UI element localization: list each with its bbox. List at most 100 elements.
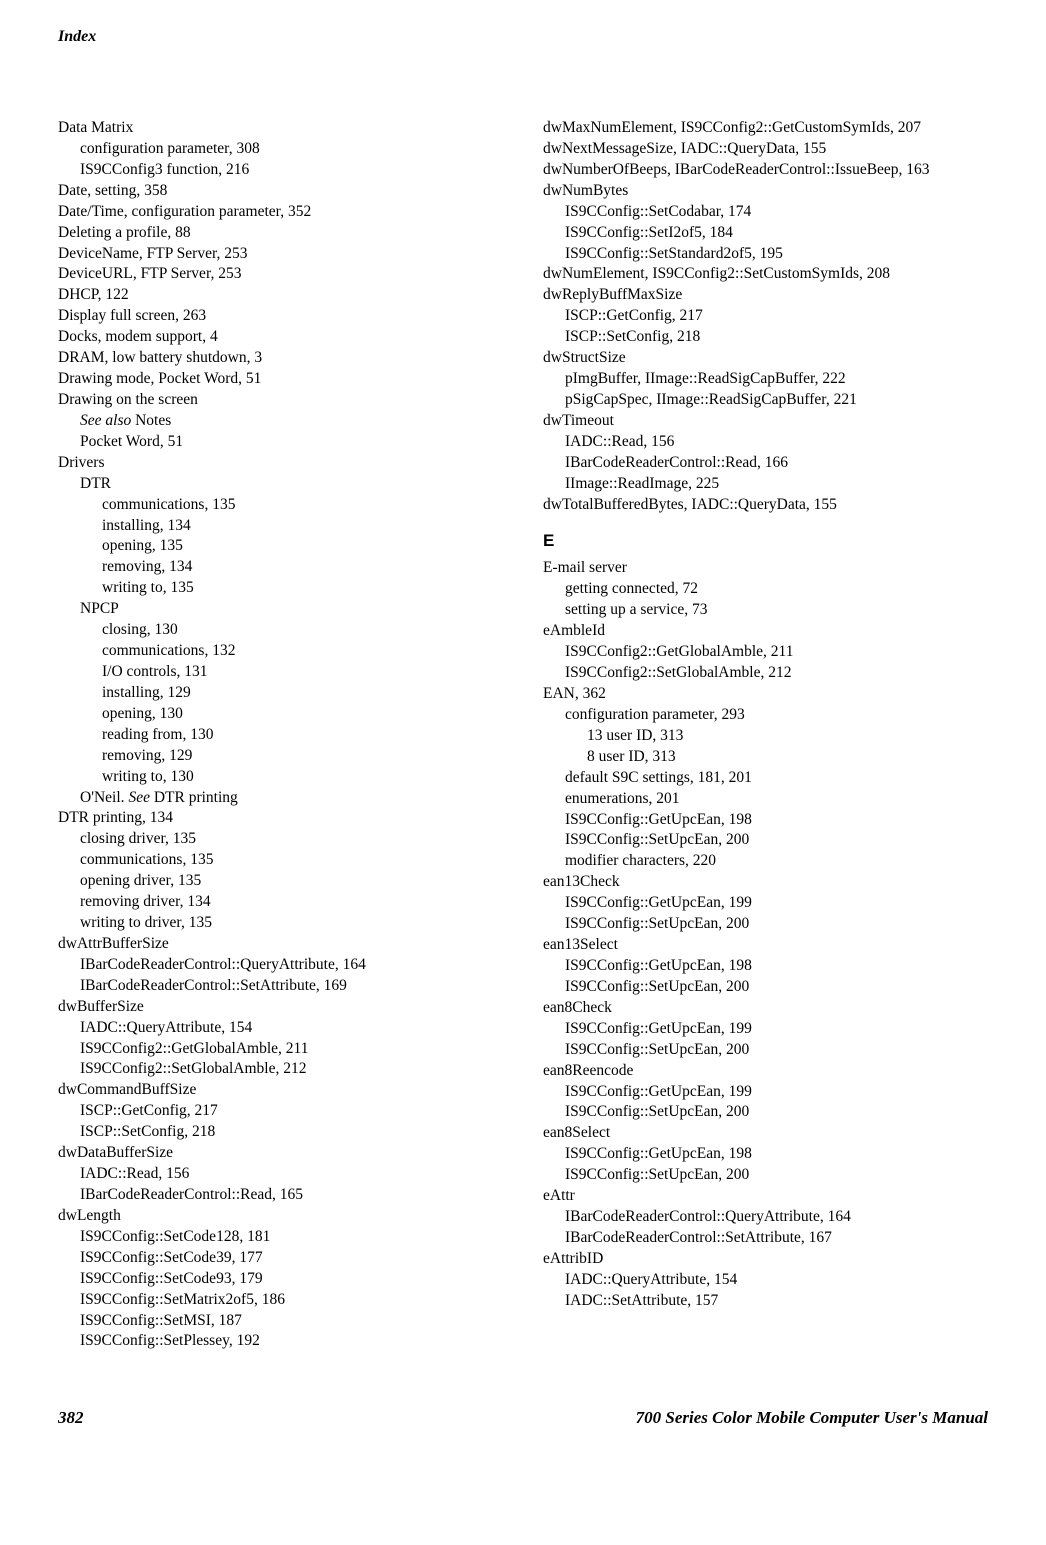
index-entry: NPCP	[58, 599, 503, 620]
index-entry: dwBufferSize	[58, 997, 503, 1018]
index-entry: ean8Select	[543, 1123, 988, 1144]
index-entry: communications, 135	[58, 850, 503, 871]
index-entry: dwLength	[58, 1206, 503, 1227]
index-entry: pSigCapSpec, IImage::ReadSigCapBuffer, 2…	[543, 390, 988, 411]
index-entry: dwAttrBufferSize	[58, 934, 503, 955]
index-entry: dwMaxNumElement, IS9CConfig2::GetCustomS…	[543, 118, 988, 139]
index-entry: IADC::QueryAttribute, 154	[58, 1018, 503, 1039]
index-entry: IS9CConfig2::SetGlobalAmble, 212	[543, 663, 988, 684]
index-entry: IBarCodeReaderControl::Read, 165	[58, 1185, 503, 1206]
index-entry: DeviceName, FTP Server, 253	[58, 244, 503, 265]
index-entry: IS9CConfig::GetUpcEan, 199	[543, 1019, 988, 1040]
index-entry: writing to, 130	[58, 767, 503, 788]
index-entry: dwCommandBuffSize	[58, 1080, 503, 1101]
index-entry: Data Matrix	[58, 118, 503, 139]
index-entry: dwDataBufferSize	[58, 1143, 503, 1164]
index-entry: IS9CConfig::SetUpcEan, 200	[543, 1102, 988, 1123]
index-entry: getting connected, 72	[543, 579, 988, 600]
index-entry: IS9CConfig2::GetGlobalAmble, 211	[58, 1039, 503, 1060]
index-entry: IADC::Read, 156	[58, 1164, 503, 1185]
index-entry: IS9CConfig::SetUpcEan, 200	[543, 977, 988, 998]
index-entry: reading from, 130	[58, 725, 503, 746]
index-entry: dwTotalBufferedBytes, IADC::QueryData, 1…	[543, 495, 988, 516]
index-entry: dwNextMessageSize, IADC::QueryData, 155	[543, 139, 988, 160]
index-entry: DTR	[58, 474, 503, 495]
index-entry: DTR printing, 134	[58, 808, 503, 829]
index-entry: IBarCodeReaderControl::SetAttribute, 167	[543, 1228, 988, 1249]
index-entry: Deleting a profile, 88	[58, 223, 503, 244]
index-entry: opening, 130	[58, 704, 503, 725]
index-entry: dwTimeout	[543, 411, 988, 432]
index-entry: IADC::Read, 156	[543, 432, 988, 453]
index-entry: IBarCodeReaderControl::SetAttribute, 169	[58, 976, 503, 997]
index-entry: writing to, 135	[58, 578, 503, 599]
index-entry: IS9CConfig::SetCodabar, 174	[543, 202, 988, 223]
index-entry: ISCP::GetConfig, 217	[58, 1101, 503, 1122]
index-entry: IADC::SetAttribute, 157	[543, 1291, 988, 1312]
index-entry: IS9CConfig::SetUpcEan, 200	[543, 830, 988, 851]
index-entry: IS9CConfig::SetStandard2of5, 195	[543, 244, 988, 265]
index-entry: opening, 135	[58, 536, 503, 557]
index-entry: ISCP::SetConfig, 218	[543, 327, 988, 348]
index-entry: IS9CConfig2::GetGlobalAmble, 211	[543, 642, 988, 663]
index-entry: Drawing mode, Pocket Word, 51	[58, 369, 503, 390]
index-entry: IBarCodeReaderControl::QueryAttribute, 1…	[58, 955, 503, 976]
index-entry: IS9CConfig::SetMSI, 187	[58, 1311, 503, 1332]
index-entry: setting up a service, 73	[543, 600, 988, 621]
index-entry: IS9CConfig::GetUpcEan, 198	[543, 956, 988, 977]
index-columns: Data Matrixconfiguration parameter, 308I…	[58, 118, 988, 1352]
index-entry: configuration parameter, 308	[58, 139, 503, 160]
index-entry: opening driver, 135	[58, 871, 503, 892]
page-footer: 382 700 Series Color Mobile Computer Use…	[58, 1408, 988, 1428]
index-entry: EAN, 362	[543, 684, 988, 705]
index-entry: eAttribID	[543, 1249, 988, 1270]
index-entry: Date/Time, configuration parameter, 352	[58, 202, 503, 223]
index-entry: Date, setting, 358	[58, 181, 503, 202]
page-number: 382	[58, 1408, 84, 1428]
index-entry: eAmbleId	[543, 621, 988, 642]
index-entry: installing, 129	[58, 683, 503, 704]
index-entry: IS9CConfig::GetUpcEan, 198	[543, 1144, 988, 1165]
index-entry: 13 user ID, 313	[543, 726, 988, 747]
index-entry: IADC::QueryAttribute, 154	[543, 1270, 988, 1291]
index-entry: closing driver, 135	[58, 829, 503, 850]
index-entry: pImgBuffer, IImage::ReadSigCapBuffer, 22…	[543, 369, 988, 390]
index-entry: communications, 132	[58, 641, 503, 662]
index-entry: ISCP::GetConfig, 217	[543, 306, 988, 327]
index-entry: dwNumberOfBeeps, IBarCodeReaderControl::…	[543, 160, 988, 181]
index-entry: dwNumElement, IS9CConfig2::SetCustomSymI…	[543, 264, 988, 285]
index-entry: ean13Select	[543, 935, 988, 956]
index-entry: IS9CConfig::SetI2of5, 184	[543, 223, 988, 244]
index-entry: modifier characters, 220	[543, 851, 988, 872]
index-entry: 8 user ID, 313	[543, 747, 988, 768]
index-entry: dwNumBytes	[543, 181, 988, 202]
index-left-column: Data Matrixconfiguration parameter, 308I…	[58, 118, 503, 1352]
index-entry: Drawing on the screen	[58, 390, 503, 411]
index-entry: installing, 134	[58, 516, 503, 537]
index-entry: IS9CConfig::GetUpcEan, 199	[543, 1082, 988, 1103]
index-entry: eAttr	[543, 1186, 988, 1207]
index-entry: DeviceURL, FTP Server, 253	[58, 264, 503, 285]
index-entry: communications, 135	[58, 495, 503, 516]
index-entry: IBarCodeReaderControl::Read, 166	[543, 453, 988, 474]
index-entry: IS9CConfig::GetUpcEan, 199	[543, 893, 988, 914]
index-entry: Pocket Word, 51	[58, 432, 503, 453]
index-entry: closing, 130	[58, 620, 503, 641]
index-entry: ean8Reencode	[543, 1061, 988, 1082]
index-section-letter: E	[543, 530, 988, 553]
index-entry: IS9CConfig::SetMatrix2of5, 186	[58, 1290, 503, 1311]
index-entry: IS9CConfig3 function, 216	[58, 160, 503, 181]
index-entry: removing, 129	[58, 746, 503, 767]
footer-title: 700 Series Color Mobile Computer User's …	[636, 1408, 988, 1428]
index-entry: removing, 134	[58, 557, 503, 578]
index-entry: IS9CConfig::SetCode128, 181	[58, 1227, 503, 1248]
index-entry: dwReplyBuffMaxSize	[543, 285, 988, 306]
index-entry: writing to driver, 135	[58, 913, 503, 934]
index-entry: ISCP::SetConfig, 218	[58, 1122, 503, 1143]
index-entry: removing driver, 134	[58, 892, 503, 913]
page-header-title: Index	[58, 28, 988, 46]
index-entry: configuration parameter, 293	[543, 705, 988, 726]
index-entry: DRAM, low battery shutdown, 3	[58, 348, 503, 369]
index-right-column: dwMaxNumElement, IS9CConfig2::GetCustomS…	[543, 118, 988, 1352]
index-entry: IS9CConfig2::SetGlobalAmble, 212	[58, 1059, 503, 1080]
